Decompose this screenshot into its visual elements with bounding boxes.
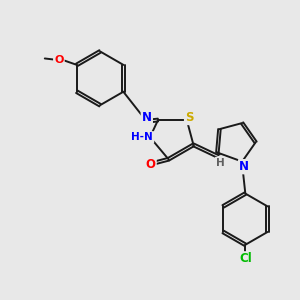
Text: Cl: Cl [239, 252, 252, 266]
Text: O: O [54, 55, 64, 65]
Text: N: N [142, 112, 152, 124]
Text: N: N [239, 160, 249, 173]
Text: H-N: H-N [131, 132, 153, 142]
Text: O: O [146, 158, 156, 171]
Text: S: S [185, 111, 194, 124]
Text: H: H [216, 158, 225, 168]
